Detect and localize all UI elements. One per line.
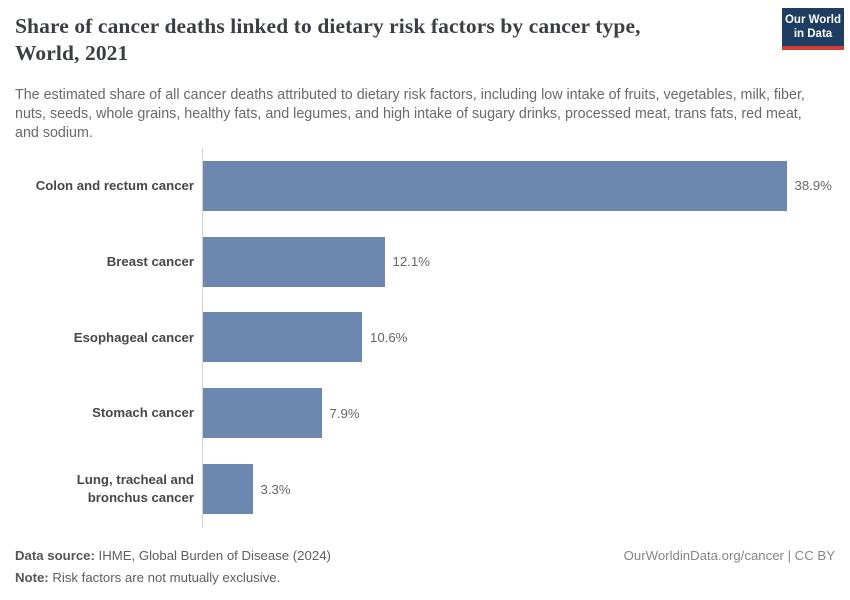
bar-area: 7.9%	[203, 388, 835, 439]
chart-title: Share of cancer deaths linked to dietary…	[15, 13, 775, 67]
category-label: Breast cancer	[106, 253, 194, 269]
category-label: Stomach cancer	[92, 405, 194, 421]
bar[interactable]	[203, 312, 362, 363]
owid-logo[interactable]: Our World in Data	[782, 8, 844, 50]
chart-title-line-2: World, 2021	[15, 41, 129, 65]
category-label: Colon and rectum cancer	[35, 177, 194, 193]
value-label: 7.9%	[329, 405, 360, 421]
owid-logo-text-line-1: Our World	[784, 14, 841, 26]
bar[interactable]	[203, 388, 322, 439]
chart-subtitle: The estimated share of all cancer deaths…	[15, 87, 805, 141]
y-axis-line	[202, 148, 203, 527]
value-label: 3.3%	[260, 481, 291, 497]
owid-logo-text-line-2: in Data	[793, 28, 833, 40]
bar-row: Breast cancer 12.1%	[15, 224, 835, 300]
data-source-line: Data source: IHME, Global Burden of Dise…	[15, 545, 331, 567]
bar-area: 3.3%	[203, 464, 835, 515]
bar-row: Lung, tracheal and bronchus cancer 3.3%	[15, 451, 835, 527]
bar[interactable]	[203, 160, 787, 211]
value-label: 10.6%	[370, 329, 408, 345]
bar-area: 10.6%	[203, 312, 835, 363]
category-label: Lung, tracheal and bronchus cancer	[76, 472, 194, 506]
note-label: Note:	[15, 569, 49, 585]
note-line: Note: Risk factors are not mutually excl…	[15, 567, 331, 589]
data-source-text: IHME, Global Burden of Disease (2024)	[94, 548, 331, 563]
bar-area: 38.9%	[203, 160, 835, 211]
bar-chart: Colon and rectum cancer 38.9% Breast can…	[15, 148, 835, 527]
bar-area: 12.1%	[203, 236, 835, 287]
note-text: Risk factors are not mutually exclusive.	[48, 569, 281, 585]
footer-link[interactable]: OurWorldinData.org/cancer | CC BY	[623, 548, 835, 563]
bar-row: Colon and rectum cancer 38.9%	[15, 148, 835, 224]
value-label: 12.1%	[392, 254, 430, 270]
bar[interactable]	[203, 236, 385, 287]
bar[interactable]	[203, 464, 253, 515]
data-source-label: Data source:	[15, 548, 95, 563]
value-label: 38.9%	[794, 178, 832, 194]
bar-row: Stomach cancer 7.9%	[15, 375, 835, 451]
chart-title-line-1: Share of cancer deaths linked to dietary…	[15, 14, 641, 38]
footer-left: Data source: IHME, Global Burden of Dise…	[15, 545, 331, 588]
bar-rows: Colon and rectum cancer 38.9% Breast can…	[15, 148, 835, 527]
bar-row: Esophageal cancer 10.6%	[15, 300, 835, 376]
category-label: Esophageal cancer	[73, 329, 194, 345]
